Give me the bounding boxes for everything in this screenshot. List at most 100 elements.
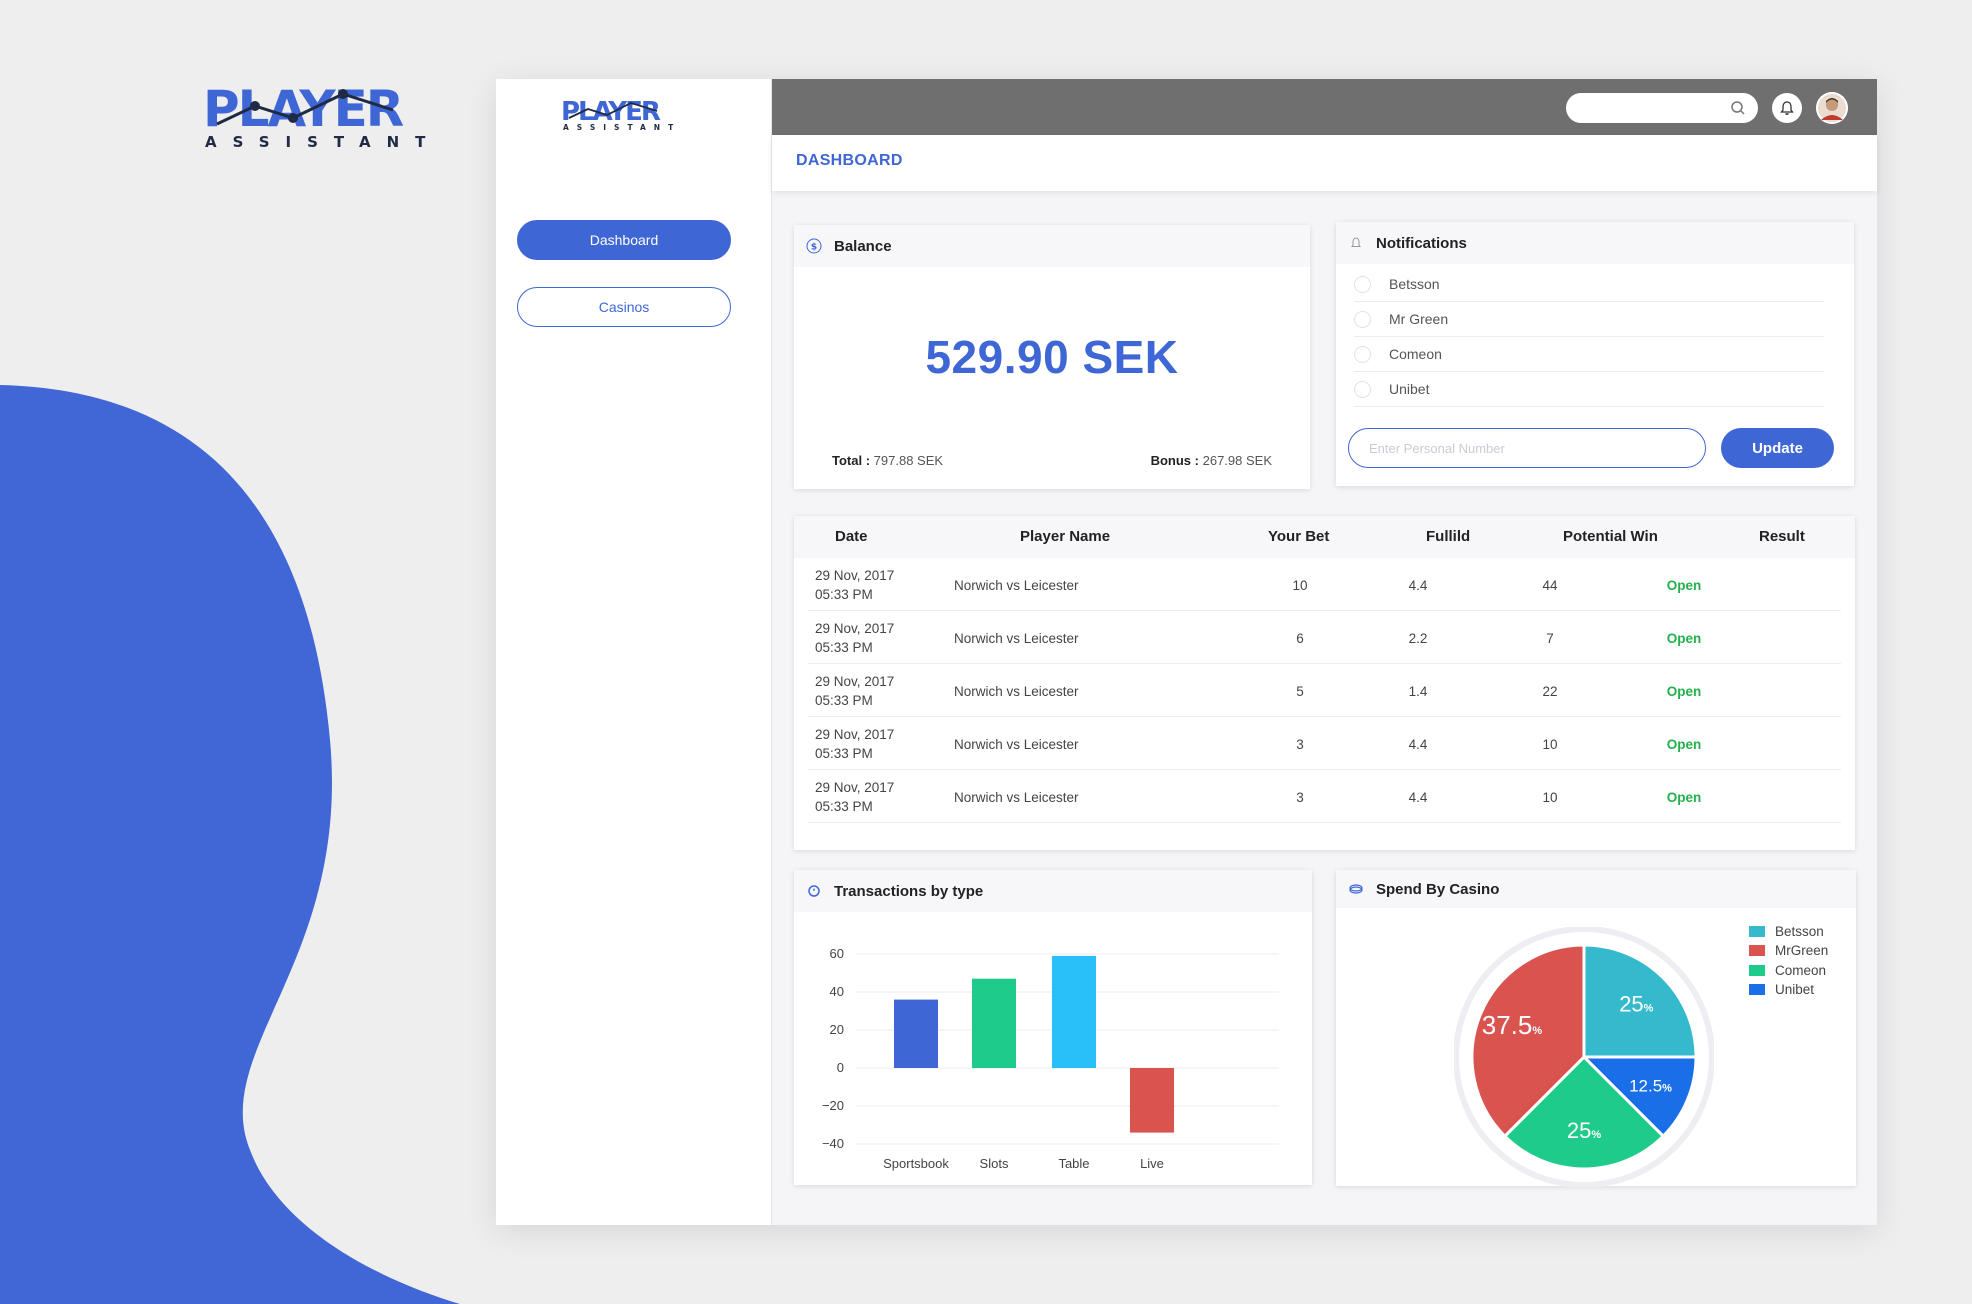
sidebar-item-casinos[interactable]: Casinos: [517, 287, 731, 327]
spend-card-header: Spend By Casino: [1336, 870, 1856, 908]
legend-label: Betsson: [1775, 923, 1824, 939]
radio-button[interactable]: [1354, 310, 1371, 328]
table-row[interactable]: 29 Nov, 2017 05:33 PM Norwich vs Leicester…: [794, 611, 1855, 664]
bonus-label: Bonus :: [1150, 453, 1199, 468]
notifications-card-header: Notifications: [1336, 222, 1854, 264]
y-tick-label: 60: [830, 946, 844, 961]
search-box: [1566, 93, 1758, 123]
result-cell: Open: [1666, 578, 1702, 593]
legend-item[interactable]: Betsson: [1749, 922, 1824, 940]
radio-button[interactable]: [1354, 345, 1371, 363]
table-row[interactable]: 29 Nov, 2017 05:33 PM Norwich vs Leicester…: [794, 664, 1855, 717]
clock-icon: [806, 883, 822, 899]
avatar[interactable]: [1816, 92, 1848, 124]
pie-slice-label: 12.5%: [1629, 1077, 1672, 1096]
player-cell: Norwich vs Leicester: [954, 737, 1079, 752]
table-row[interactable]: 29 Nov, 2017 05:33 PM Norwich vs Leicester…: [794, 558, 1855, 611]
column-header[interactable]: Your Bet: [1268, 528, 1330, 545]
column-header[interactable]: Result: [1759, 528, 1805, 545]
bar-table[interactable]: [1052, 955, 1096, 1068]
search-icon[interactable]: [1730, 100, 1746, 116]
transactions-bar-chart: 60 40 20 0 −20 −40 Sportsbook Slots Table Live: [822, 946, 1279, 1171]
player-cell: Norwich vs Leicester: [954, 790, 1079, 805]
date-cell: 29 Nov, 2017: [815, 621, 895, 636]
legend-swatch: [1749, 925, 1765, 937]
time-cell: 05:33 PM: [815, 693, 873, 708]
pie-slice-label: 25%: [1619, 992, 1653, 1017]
pie-slice-mrgreen[interactable]: [1470, 943, 1586, 1139]
x-tick-label: Table: [1058, 1156, 1089, 1171]
legend-swatch: [1749, 945, 1765, 956]
y-tick-label: 20: [830, 1022, 844, 1037]
date-cell: 29 Nov, 2017: [815, 727, 895, 742]
time-cell: 05:33 PM: [815, 587, 873, 602]
time-cell: 05:33 PM: [815, 799, 873, 814]
bet-cell: 5: [1296, 684, 1304, 699]
legend-item[interactable]: MrGreen: [1749, 942, 1828, 960]
table-row[interactable]: 29 Nov, 2017 05:33 PM Norwich vs Leicester…: [794, 717, 1855, 770]
x-tick-label: Sportsbook: [883, 1156, 949, 1171]
bet-cell: 6: [1296, 631, 1304, 646]
balance-card-header: $ Balance: [794, 225, 1310, 267]
personal-number-input[interactable]: [1348, 428, 1706, 468]
spend-card: Spend By Casino 25% 12.5% 25% 37.5% Betsson…: [1336, 870, 1856, 1187]
y-tick-label: 0: [837, 1060, 844, 1075]
brand-logo-small: PLAYER ASSISTANT: [561, 97, 691, 132]
coins-icon: [1348, 881, 1364, 897]
bar-sportsbook[interactable]: [894, 999, 938, 1068]
pie-slice-comeon[interactable]: [1502, 1054, 1666, 1171]
sidebar-item-dashboard[interactable]: Dashboard: [517, 220, 731, 260]
date-cell: 29 Nov, 2017: [815, 674, 895, 689]
win-cell: 22: [1542, 684, 1558, 699]
result-cell: Open: [1666, 684, 1702, 699]
transactions-card: Transactions by type 60 40 20 0 −20 −40 Sports…: [794, 870, 1312, 1185]
balance-amount: 529.90 SEK: [925, 331, 1179, 383]
table-row[interactable]: 29 Nov, 2017 05:33 PM Norwich vs Leicester…: [794, 770, 1855, 823]
time-cell: 05:33 PM: [815, 746, 873, 761]
win-cell: 10: [1542, 737, 1558, 752]
notification-label: Betsson: [1389, 276, 1440, 292]
update-button[interactable]: Update: [1721, 428, 1834, 468]
bell-icon: [1780, 101, 1794, 115]
date-cell: 29 Nov, 2017: [815, 780, 895, 795]
result-cell: Open: [1666, 737, 1702, 752]
legend-item[interactable]: Unibet: [1749, 981, 1814, 999]
x-tick-label: Slots: [980, 1156, 1009, 1171]
notifications-button[interactable]: [1772, 93, 1802, 123]
radio-button[interactable]: [1354, 275, 1371, 293]
bar-live[interactable]: [1130, 1068, 1174, 1133]
pie-slice-label: 37.5%: [1482, 1010, 1543, 1040]
legend-label: MrGreen: [1775, 943, 1829, 958]
app-window: PLAYER ASSISTANT Dashboard Casinos DASHB…: [496, 79, 1877, 1225]
player-cell: Norwich vs Leicester: [954, 578, 1079, 593]
coin-icon: $: [806, 238, 822, 254]
notification-item[interactable]: Unibet: [1354, 372, 1824, 407]
brand-logo-large: PLAYER ASSISTANT: [203, 80, 463, 151]
brand-word: PLAYER: [203, 84, 404, 138]
brand-sub: ASSISTANT: [205, 133, 441, 150]
column-header[interactable]: Fullild: [1426, 528, 1471, 545]
notification-item[interactable]: Mr Green: [1354, 302, 1824, 337]
notification-item[interactable]: Comeon: [1354, 337, 1824, 372]
spend-pie-chart: 25% 12.5% 25% 37.5%: [1454, 927, 1714, 1187]
pie-slice-unibet[interactable]: [1580, 1055, 1698, 1139]
search-input[interactable]: [1578, 93, 1728, 123]
time-cell: 05:33 PM: [815, 640, 873, 655]
legend-item[interactable]: Comeon: [1749, 961, 1826, 979]
win-cell: 7: [1546, 631, 1554, 646]
notification-item[interactable]: Betsson: [1354, 267, 1824, 302]
pie-slice-betsson[interactable]: [1582, 943, 1698, 1059]
y-tick-label: 40: [830, 984, 844, 999]
column-header[interactable]: Potential Win: [1563, 528, 1658, 545]
bar-slots[interactable]: [972, 978, 1016, 1068]
balance-bonus: Bonus : 267.98 SEK: [1151, 453, 1272, 468]
column-header[interactable]: Player Name: [1020, 528, 1111, 545]
fullild-cell: 2.2: [1408, 631, 1428, 646]
column-header[interactable]: Date: [835, 528, 868, 545]
page-header: DASHBOARD: [772, 135, 1877, 191]
legend-label: Unibet: [1775, 982, 1815, 997]
legend-label: Comeon: [1775, 962, 1827, 978]
notifications-title: Notifications: [1376, 234, 1467, 252]
radio-button[interactable]: [1354, 380, 1371, 398]
pie-slice-label: 25%: [1567, 1118, 1601, 1143]
